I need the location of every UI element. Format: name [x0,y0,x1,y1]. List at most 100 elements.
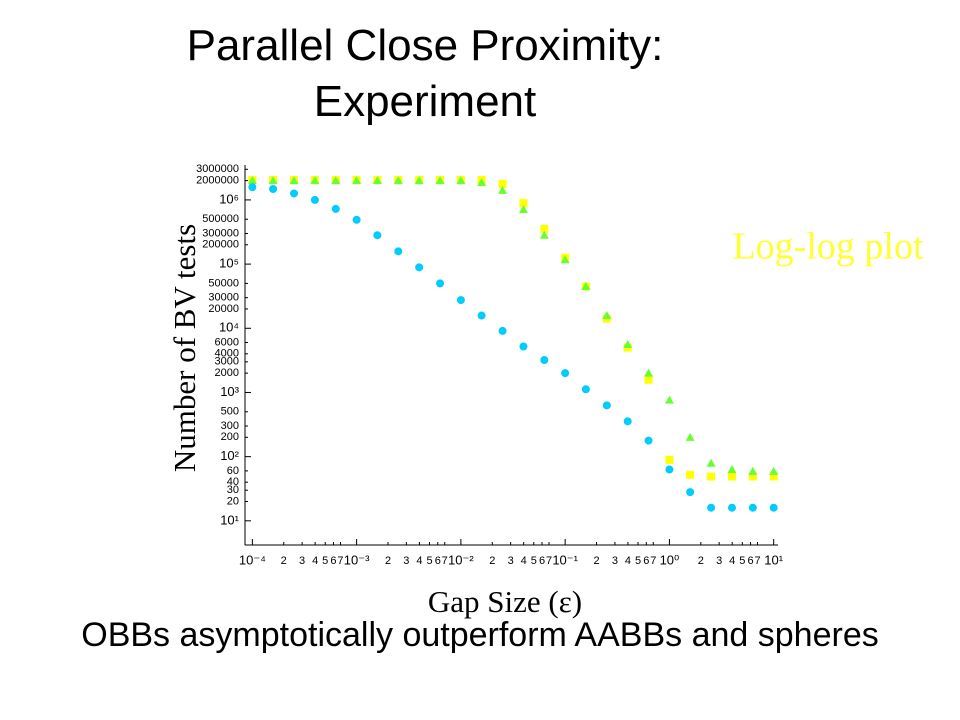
circle-marker [290,189,299,198]
square-marker [540,224,549,233]
x-tick-label: 4 [312,555,318,567]
y-tick-label: 4000 [215,348,239,360]
triangle-marker [518,204,528,213]
x-axis-title: Gap Size (ε) [428,584,582,619]
circle-marker [456,296,465,305]
triangle-marker [435,176,445,185]
square-marker [686,470,695,479]
y-tick-label: 300 [221,420,239,432]
y-tick-label: 3000 [215,356,239,368]
square-marker [707,472,716,481]
triangle-marker [268,176,278,185]
y-tick-label: 10⁵ [219,256,239,271]
square-marker [748,472,757,481]
y-tick-label: 10⁶ [219,191,239,206]
triangle-marker [727,465,737,474]
y-tick-label: 10² [220,448,239,463]
circle-marker [498,326,507,335]
y-tick-label: 20000 [208,303,239,315]
triangle-marker [456,176,466,185]
x-tick-label: 5 [635,555,641,567]
y-tick-label: 60 [227,465,239,477]
triangle-marker [352,176,362,185]
x-tick-label: 6 [643,555,649,567]
y-tick-label: 200000 [202,239,239,251]
x-tick-label: 4 [416,555,422,567]
square-marker [498,179,507,188]
y-tick-label: 10⁴ [219,320,239,335]
triangle-marker [289,176,299,185]
y-tick-label: 500 [221,406,239,418]
x-tick-label: 6 [747,555,753,567]
x-tick-label: 6 [539,555,545,567]
x-tick-label: 10⁻² [448,552,474,567]
circle-marker [561,369,570,378]
triangle-marker [477,178,487,187]
triangle-marker [685,432,695,441]
x-tick-label: 7 [650,555,656,567]
circle-marker [581,385,590,394]
circle-marker [769,503,778,512]
triangle-marker [539,230,549,239]
triangle-marker [644,368,654,377]
triangle-marker [498,185,508,194]
x-tick-label: 7 [754,555,760,567]
triangle-marker [602,311,612,320]
x-tick-label: 10⁻¹ [552,552,578,567]
y-tick-label: 500000 [202,213,239,225]
annotation: Log-log plot [732,226,923,268]
triangle-marker [393,176,403,185]
circle-marker [352,215,361,224]
x-tick-label: 3 [612,555,618,567]
circle-marker [373,231,382,240]
circle-marker [248,183,257,192]
x-tick-label: 10⁻⁴ [239,552,266,567]
x-tick-label: 5 [426,555,432,567]
x-tick-label: 3 [716,555,722,567]
x-tick-label: 2 [698,555,704,567]
x-tick-label: 3 [508,555,514,567]
circle-marker [477,311,486,320]
y-tick-label: 20 [227,495,239,507]
triangle-marker [414,176,424,185]
y-tick-label: 6000 [215,336,239,348]
y-tick-label: 2000000 [196,175,239,187]
circle-marker [748,503,757,512]
triangle-marker [310,176,320,185]
circle-marker [394,247,403,256]
y-tick-label: 40 [227,476,239,488]
x-tick-label: 4 [729,555,735,567]
x-tick-label: 2 [593,555,599,567]
square-marker [519,199,528,208]
circle-marker [665,465,674,474]
square-marker [769,472,778,481]
x-tick-label: 2 [489,555,495,567]
triangle-marker [664,395,674,404]
x-tick-label: 10⁰ [660,552,680,567]
x-tick-label: 2 [281,555,287,567]
x-tick-label: 7 [442,555,448,567]
y-tick-label: 300000 [202,227,239,239]
x-tick-label: 2 [385,555,391,567]
y-tick-label: 30000 [208,292,239,304]
circle-marker [727,503,736,512]
x-tick-label: 3 [403,555,409,567]
triangle-marker [372,176,382,185]
y-tick-label: 3000000 [196,163,239,175]
triangle-marker [560,255,570,264]
triangle-marker [247,176,257,185]
x-tick-label: 5 [322,555,328,567]
square-marker [727,472,736,481]
square-marker [665,455,674,464]
x-tick-label: 5 [739,555,745,567]
circle-marker [602,401,611,410]
x-tick-label: 7 [337,555,343,567]
x-tick-label: 4 [521,555,527,567]
circle-marker [310,195,319,204]
y-axis-title: Number of BV tests [167,224,202,472]
triangle-marker [769,466,779,475]
x-tick-label: 4 [625,555,631,567]
slide-caption: OBBs asymptotically outperform AABBs and… [81,616,879,654]
y-tick-label: 2000 [215,367,239,379]
square-marker [644,375,653,384]
